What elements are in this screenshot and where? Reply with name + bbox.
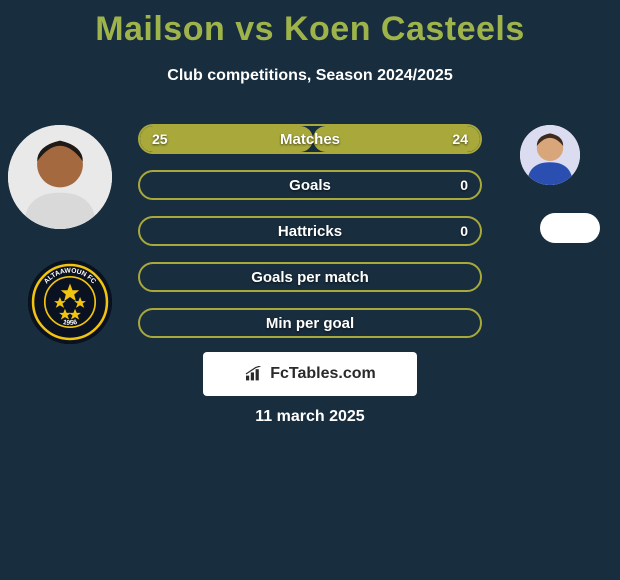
stat-value-right: 0 <box>448 218 480 244</box>
stat-label: Goals per match <box>140 264 480 290</box>
infographic-container: Mailson vs Koen Casteels Club competitio… <box>0 0 620 580</box>
stats-panel: Matches2524Goals0Hattricks0Goals per mat… <box>138 124 482 354</box>
page-title: Mailson vs Koen Casteels <box>0 0 620 49</box>
stat-value-right: 0 <box>448 172 480 198</box>
avatar-placeholder-icon <box>8 125 112 229</box>
stat-row: Goals0 <box>138 170 482 200</box>
svg-text:1956: 1956 <box>62 319 78 327</box>
stat-row: Hattricks0 <box>138 216 482 246</box>
date-label: 11 march 2025 <box>0 408 620 426</box>
avatar-placeholder-icon <box>520 125 580 185</box>
stat-label: Hattricks <box>140 218 480 244</box>
player-left-avatar <box>8 125 112 229</box>
club-right-badge <box>540 213 600 243</box>
subtitle: Club competitions, Season 2024/2025 <box>0 67 620 85</box>
stat-value-right: 24 <box>440 126 480 152</box>
stat-row: Min per goal <box>138 308 482 338</box>
club-badge-icon: ALTAAWOUN FC 1956 <box>28 260 112 344</box>
club-left-badge: ALTAAWOUN FC 1956 <box>28 260 112 344</box>
brand-text: FcTables.com <box>270 365 376 383</box>
stat-row: Matches25 24 <box>138 124 482 154</box>
stat-row: Goals per match <box>138 262 482 292</box>
stat-label: Matches <box>140 126 480 152</box>
bar-chart-icon <box>244 366 264 382</box>
club-year-text: 1956 <box>62 319 78 327</box>
stat-value-left: 25 <box>140 126 180 152</box>
stat-label: Min per goal <box>140 310 480 336</box>
stat-label: Goals <box>140 172 480 198</box>
player-right-avatar <box>520 125 580 185</box>
brand-box: FcTables.com <box>203 352 417 396</box>
